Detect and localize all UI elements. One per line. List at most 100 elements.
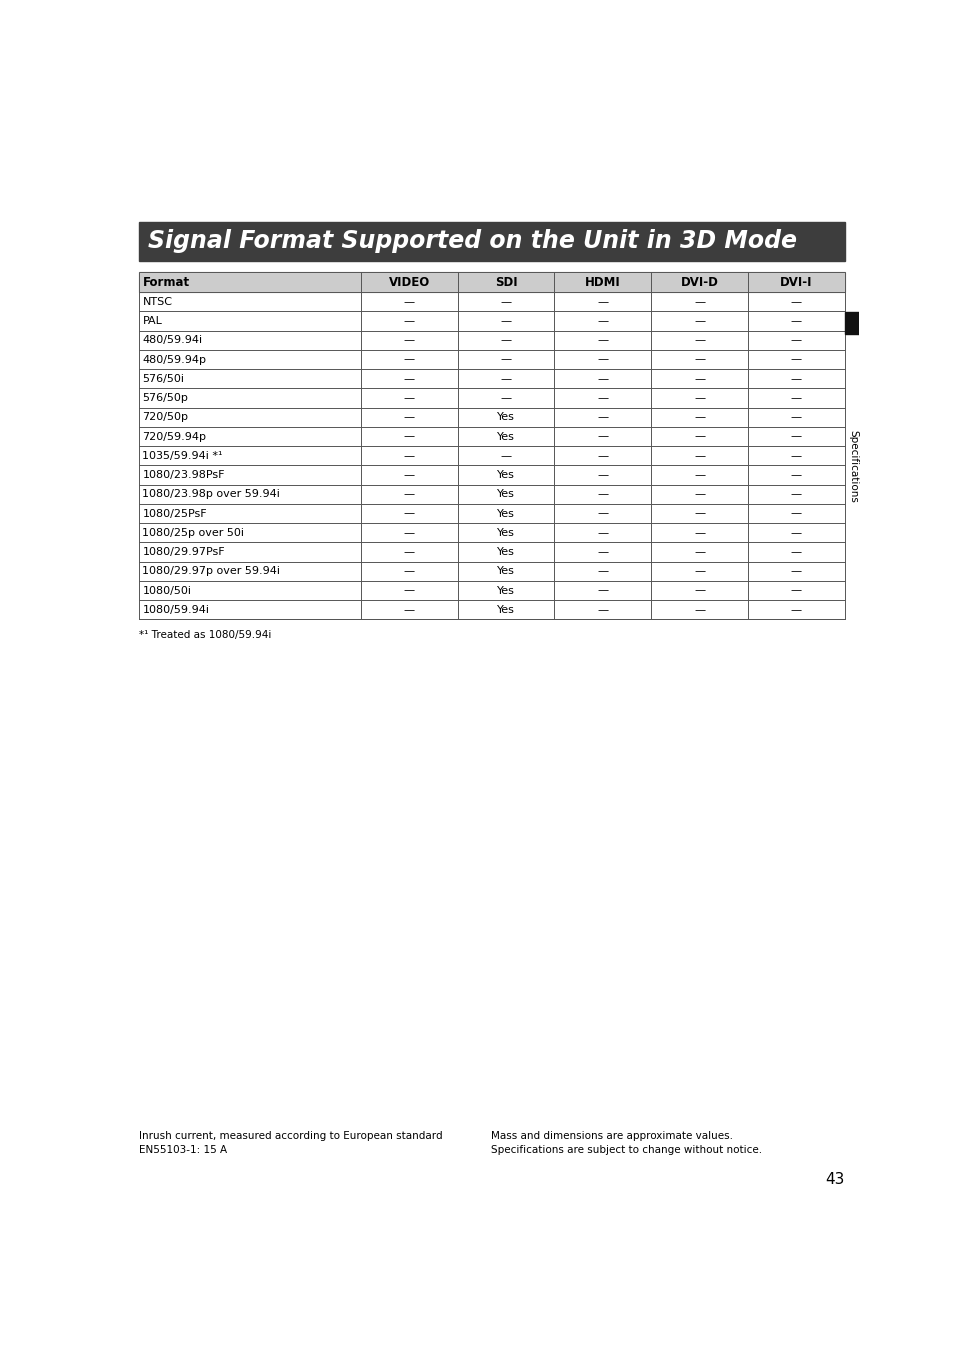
Text: Yes: Yes bbox=[497, 566, 515, 576]
Text: Signal Format Supported on the Unit in 3D Mode: Signal Format Supported on the Unit in 3… bbox=[148, 230, 796, 254]
Text: —: — bbox=[693, 316, 704, 325]
Text: 480/59.94p: 480/59.94p bbox=[142, 355, 206, 364]
Text: Yes: Yes bbox=[497, 586, 515, 595]
Text: Yes: Yes bbox=[497, 528, 515, 537]
Text: 720/59.94p: 720/59.94p bbox=[142, 432, 206, 441]
Text: —: — bbox=[790, 355, 801, 364]
Text: —: — bbox=[403, 335, 415, 346]
Text: —: — bbox=[597, 393, 608, 404]
Text: —: — bbox=[500, 393, 511, 404]
Text: —: — bbox=[403, 316, 415, 325]
Text: —: — bbox=[790, 432, 801, 441]
Text: —: — bbox=[790, 451, 801, 460]
Text: —: — bbox=[500, 316, 511, 325]
Text: —: — bbox=[403, 528, 415, 537]
Text: —: — bbox=[790, 470, 801, 481]
Text: Inrush current, measured according to European standard
EN55103-1: 15 A: Inrush current, measured according to Eu… bbox=[138, 1131, 442, 1156]
Text: Yes: Yes bbox=[497, 432, 515, 441]
Text: —: — bbox=[790, 393, 801, 404]
Text: —: — bbox=[693, 547, 704, 558]
Text: 1080/23.98PsF: 1080/23.98PsF bbox=[142, 470, 225, 481]
Text: —: — bbox=[500, 355, 511, 364]
Text: —: — bbox=[597, 586, 608, 595]
Text: *¹ Treated as 1080/59.94i: *¹ Treated as 1080/59.94i bbox=[138, 630, 271, 640]
Text: 480/59.94i: 480/59.94i bbox=[142, 335, 202, 346]
Text: —: — bbox=[403, 432, 415, 441]
Text: —: — bbox=[693, 393, 704, 404]
Text: —: — bbox=[597, 297, 608, 306]
Text: SDI: SDI bbox=[495, 275, 517, 289]
Text: —: — bbox=[693, 470, 704, 481]
Text: —: — bbox=[693, 374, 704, 383]
Text: —: — bbox=[403, 451, 415, 460]
Text: —: — bbox=[790, 297, 801, 306]
Text: —: — bbox=[693, 335, 704, 346]
Text: —: — bbox=[403, 586, 415, 595]
Text: —: — bbox=[790, 374, 801, 383]
Text: Mass and dimensions are approximate values.
Specifications are subject to change: Mass and dimensions are approximate valu… bbox=[491, 1131, 761, 1156]
Text: —: — bbox=[403, 374, 415, 383]
Bar bbox=[843, 312, 858, 333]
Text: —: — bbox=[597, 316, 608, 325]
Text: VIDEO: VIDEO bbox=[389, 275, 430, 289]
Text: Yes: Yes bbox=[497, 547, 515, 558]
Text: —: — bbox=[403, 509, 415, 518]
Text: —: — bbox=[790, 509, 801, 518]
Text: —: — bbox=[693, 412, 704, 423]
Text: —: — bbox=[500, 335, 511, 346]
Text: Yes: Yes bbox=[497, 412, 515, 423]
Text: —: — bbox=[403, 412, 415, 423]
Text: —: — bbox=[693, 489, 704, 500]
Text: —: — bbox=[403, 393, 415, 404]
Text: —: — bbox=[597, 489, 608, 500]
Bar bbox=[138, 273, 843, 620]
Text: 1080/25PsF: 1080/25PsF bbox=[142, 509, 207, 518]
Text: Yes: Yes bbox=[497, 605, 515, 614]
Text: —: — bbox=[500, 297, 511, 306]
Text: 1080/50i: 1080/50i bbox=[142, 586, 192, 595]
Text: —: — bbox=[790, 547, 801, 558]
Text: 1080/29.97PsF: 1080/29.97PsF bbox=[142, 547, 225, 558]
Text: Yes: Yes bbox=[497, 489, 515, 500]
Text: 1080/23.98p over 59.94i: 1080/23.98p over 59.94i bbox=[142, 489, 280, 500]
Text: —: — bbox=[693, 566, 704, 576]
Text: 1080/29.97p over 59.94i: 1080/29.97p over 59.94i bbox=[142, 566, 280, 576]
Bar bbox=[138, 273, 843, 292]
Text: —: — bbox=[693, 528, 704, 537]
Text: —: — bbox=[597, 547, 608, 558]
Text: PAL: PAL bbox=[142, 316, 162, 325]
Text: Yes: Yes bbox=[497, 470, 515, 481]
Text: —: — bbox=[597, 355, 608, 364]
Text: —: — bbox=[790, 566, 801, 576]
Text: 1080/59.94i: 1080/59.94i bbox=[142, 605, 210, 614]
Text: —: — bbox=[597, 451, 608, 460]
Text: —: — bbox=[597, 605, 608, 614]
Text: —: — bbox=[693, 605, 704, 614]
Text: Format: Format bbox=[142, 275, 190, 289]
Text: —: — bbox=[403, 297, 415, 306]
Text: DVI-I: DVI-I bbox=[780, 275, 812, 289]
Text: —: — bbox=[403, 489, 415, 500]
Text: —: — bbox=[403, 605, 415, 614]
Text: HDMI: HDMI bbox=[584, 275, 620, 289]
Text: —: — bbox=[597, 509, 608, 518]
Text: Yes: Yes bbox=[497, 509, 515, 518]
Text: —: — bbox=[597, 374, 608, 383]
Text: 43: 43 bbox=[824, 1172, 843, 1188]
Text: —: — bbox=[693, 432, 704, 441]
Text: —: — bbox=[790, 489, 801, 500]
Text: —: — bbox=[693, 297, 704, 306]
Text: 576/50i: 576/50i bbox=[142, 374, 184, 383]
Text: —: — bbox=[790, 528, 801, 537]
Text: —: — bbox=[693, 451, 704, 460]
Text: —: — bbox=[790, 586, 801, 595]
Text: —: — bbox=[500, 451, 511, 460]
Text: —: — bbox=[693, 509, 704, 518]
Text: —: — bbox=[500, 374, 511, 383]
Bar bbox=[138, 221, 843, 261]
Text: —: — bbox=[403, 547, 415, 558]
Text: 720/50p: 720/50p bbox=[142, 412, 189, 423]
Text: —: — bbox=[597, 470, 608, 481]
Text: 1080/25p over 50i: 1080/25p over 50i bbox=[142, 528, 244, 537]
Text: —: — bbox=[693, 586, 704, 595]
